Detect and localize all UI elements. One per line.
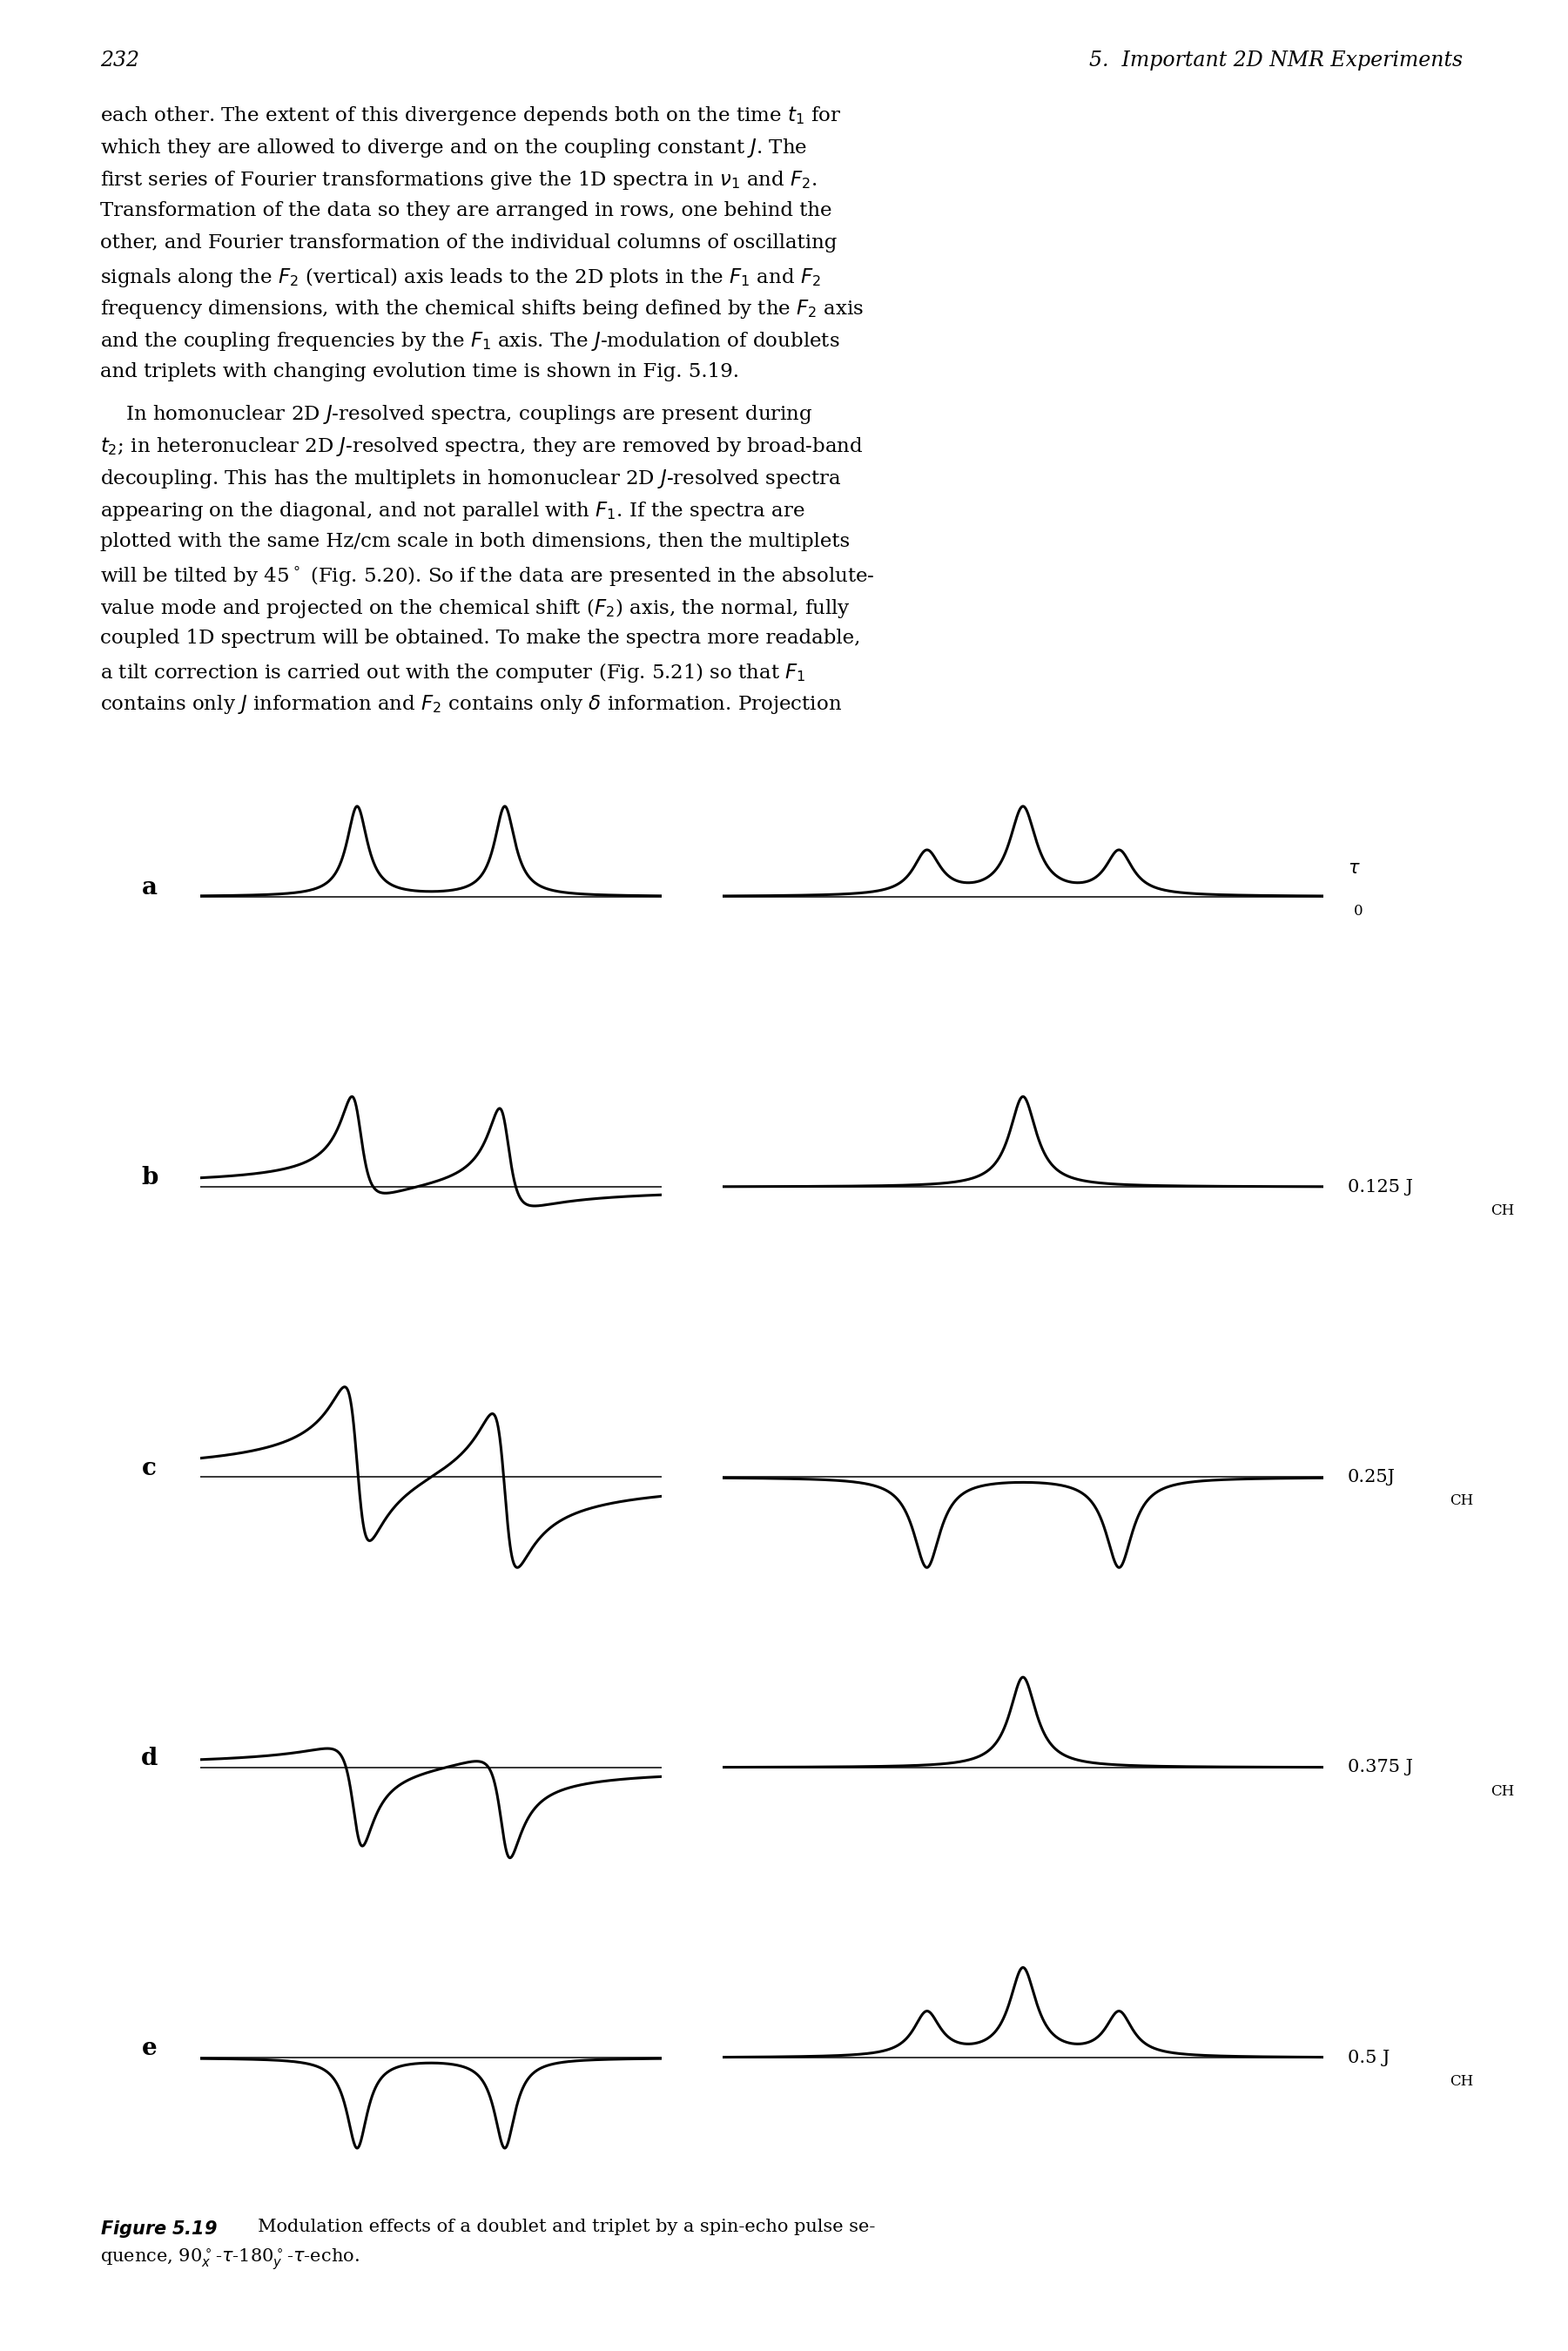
Text: c: c (143, 1455, 157, 1479)
Text: 0.375 J: 0.375 J (1347, 1759, 1413, 1775)
Text: appearing on the diagonal, and not parallel with $F_1$. If the spectra are: appearing on the diagonal, and not paral… (100, 501, 804, 522)
Text: CH: CH (1490, 1204, 1515, 1218)
Text: quence, 90$^\circ_x$-$\tau$-180$^\circ_y$-$\tau$-echo.: quence, 90$^\circ_x$-$\tau$-180$^\circ_y… (100, 2248, 359, 2271)
Text: CH: CH (1449, 2074, 1474, 2090)
Text: a tilt correction is carried out with the computer (Fig. 5.21) so that $F_1$: a tilt correction is carried out with th… (100, 661, 806, 684)
Text: $t_2$; in heteronuclear 2D $J$-resolved spectra, they are removed by broad-band: $t_2$; in heteronuclear 2D $J$-resolved … (100, 435, 864, 458)
Text: decoupling. This has the multiplets in homonuclear 2D $J$-resolved spectra: decoupling. This has the multiplets in h… (100, 468, 842, 491)
Text: coupled 1D spectrum will be obtained. To make the spectra more readable,: coupled 1D spectrum will be obtained. To… (100, 628, 861, 649)
Text: 0.25J: 0.25J (1347, 1469, 1396, 1486)
Text: 0.125 J: 0.125 J (1347, 1178, 1413, 1194)
Text: e: e (141, 2036, 157, 2059)
Text: CH: CH (1490, 1784, 1515, 1799)
Text: signals along the $F_2$ (vertical) axis leads to the 2D plots in the $F_1$ and $: signals along the $F_2$ (vertical) axis … (100, 266, 822, 289)
Text: 0.5 J: 0.5 J (1347, 2050, 1389, 2067)
Text: will be tilted by 45$^\circ$ (Fig. 5.20). So if the data are presented in the ab: will be tilted by 45$^\circ$ (Fig. 5.20)… (100, 564, 875, 588)
Text: $\tau$: $\tau$ (1347, 860, 1359, 877)
Text: d: d (141, 1747, 158, 1770)
Text: and the coupling frequencies by the $F_1$ axis. The $J$-modulation of doublets: and the coupling frequencies by the $F_1… (100, 329, 840, 353)
Text: 5.  Important 2D NMR Experiments: 5. Important 2D NMR Experiments (1090, 49, 1463, 71)
Text: CH: CH (1449, 1493, 1474, 1509)
Text: plotted with the same Hz/cm scale in both dimensions, then the multiplets: plotted with the same Hz/cm scale in bot… (100, 531, 850, 550)
Text: a: a (141, 877, 157, 900)
Text: other, and Fourier transformation of the individual columns of oscillating: other, and Fourier transformation of the… (100, 233, 837, 252)
Text: b: b (141, 1166, 158, 1190)
Text: value mode and projected on the chemical shift ($F_2$) axis, the normal, fully: value mode and projected on the chemical… (100, 597, 850, 621)
Text: first series of Fourier transformations give the 1D spectra in $\nu_1$ and $F_2$: first series of Fourier transformations … (100, 169, 817, 190)
Text: frequency dimensions, with the chemical shifts being defined by the $F_2$ axis: frequency dimensions, with the chemical … (100, 299, 864, 320)
Text: 232: 232 (100, 49, 140, 71)
Text: contains only $J$ information and $F_2$ contains only $\delta$ information. Proj: contains only $J$ information and $F_2$ … (100, 694, 842, 715)
Text: which they are allowed to diverge and on the coupling constant $J$. The: which they are allowed to diverge and on… (100, 136, 808, 160)
Text: Transformation of the data so they are arranged in rows, one behind the: Transformation of the data so they are a… (100, 202, 833, 221)
Text: and triplets with changing evolution time is shown in Fig. 5.19.: and triplets with changing evolution tim… (100, 362, 739, 381)
Text: each other. The extent of this divergence depends both on the time $t_1$ for: each other. The extent of this divergenc… (100, 103, 842, 127)
Text: Modulation effects of a doublet and triplet by a spin-echo pulse se-: Modulation effects of a doublet and trip… (246, 2219, 875, 2236)
Text: In homonuclear 2D $J$-resolved spectra, couplings are present during: In homonuclear 2D $J$-resolved spectra, … (100, 402, 812, 426)
Text: 0: 0 (1353, 903, 1363, 919)
Text: $\bfit{Figure\ 5.19}$: $\bfit{Figure\ 5.19}$ (100, 2219, 218, 2241)
